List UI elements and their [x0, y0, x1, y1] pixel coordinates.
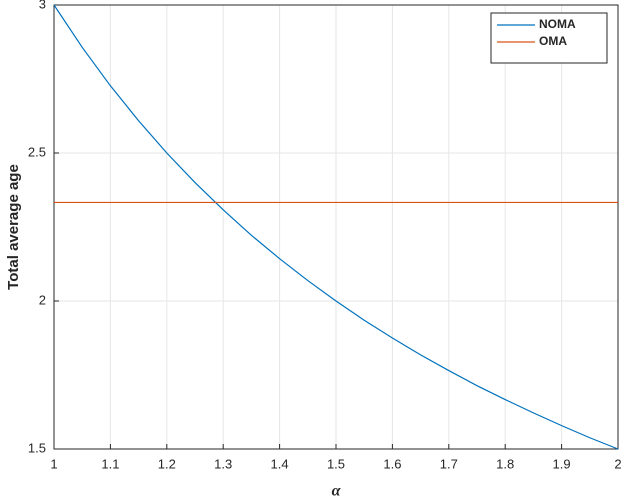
- legend-box: [490, 12, 608, 64]
- x-tick-label: 1.9: [553, 456, 571, 471]
- x-tick-label: 1.2: [158, 456, 176, 471]
- axes-box: [53, 4, 619, 450]
- x-tick-label: 1.1: [101, 456, 119, 471]
- x-axis-label: α: [332, 483, 342, 500]
- y-tick-label: 2.5: [28, 144, 46, 159]
- x-tick-label: 1.5: [327, 456, 345, 471]
- y-tick-label: 1.5: [28, 440, 46, 455]
- x-tick-label: 1: [50, 456, 57, 471]
- y-axis-label: Total average age: [5, 164, 22, 290]
- legend-label: NOMA: [539, 17, 576, 31]
- x-tick-label: 1.7: [440, 456, 458, 471]
- y-tick-label: 2: [39, 292, 46, 307]
- x-tick-label: 1.8: [496, 456, 514, 471]
- legend-label: OMA: [539, 34, 567, 48]
- y-tick-label: 3: [39, 0, 46, 11]
- x-tick-label: 2: [614, 456, 621, 471]
- x-tick-label: 1.6: [383, 456, 401, 471]
- x-tick-label: 1.4: [271, 456, 289, 471]
- series-line: [53, 4, 619, 450]
- x-tick-label: 1.3: [214, 456, 232, 471]
